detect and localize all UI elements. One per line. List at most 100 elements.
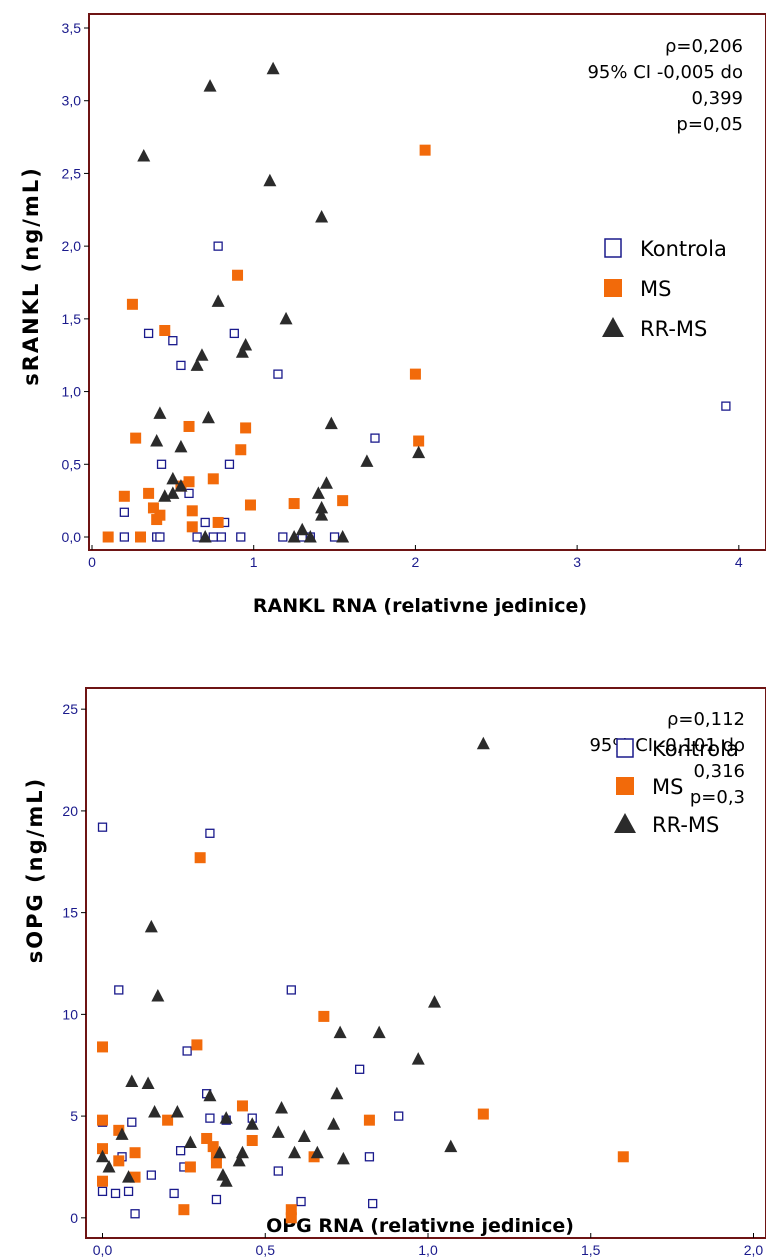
data-point <box>97 822 108 832</box>
data-point <box>285 1212 297 1224</box>
data-point <box>224 459 235 469</box>
data-point <box>278 532 288 542</box>
data-point <box>213 1145 227 1159</box>
data-point <box>213 241 223 251</box>
data-point <box>315 508 329 521</box>
data-point <box>122 1170 136 1183</box>
y-tick-label: 1,0 <box>62 384 82 400</box>
x-tick-label: 1,5 <box>581 1242 601 1257</box>
data-point <box>311 486 325 499</box>
data-point <box>617 1151 629 1163</box>
legend-label: RR-MS <box>652 813 719 837</box>
data-point <box>295 522 309 536</box>
data-point <box>219 1174 233 1187</box>
x-tick-label: 1,0 <box>418 1242 438 1257</box>
series-ms <box>97 852 629 1224</box>
legend-label: RR-MS <box>640 317 707 341</box>
data-point <box>155 532 165 542</box>
series-ms <box>102 144 431 543</box>
x-tick-label: 0,5 <box>256 1242 276 1257</box>
x-tick-label: 2 <box>412 554 420 570</box>
data-point <box>115 1127 129 1140</box>
x-tick-label: 0 <box>88 554 96 570</box>
data-point <box>191 1039 203 1051</box>
y-tick-label: 3,0 <box>62 93 82 109</box>
y-tick-label: 5 <box>70 1108 78 1124</box>
y-tick-label: 0,0 <box>62 529 82 545</box>
data-point <box>275 1100 289 1114</box>
data-point <box>296 1196 306 1207</box>
data-point <box>198 530 212 543</box>
y-tick-label: 2,5 <box>62 165 82 181</box>
data-point <box>153 406 167 419</box>
legend-label: Kontrola <box>652 737 739 761</box>
x-tick-label: 1 <box>250 554 258 570</box>
data-point <box>288 498 300 510</box>
y-axis-label: sRANKL (ng/mL) <box>19 166 43 386</box>
series-kontrola <box>119 241 731 542</box>
data-point <box>394 1111 404 1121</box>
data-point <box>235 345 249 358</box>
series-rr-ms <box>96 736 490 1187</box>
data-point <box>170 1105 184 1118</box>
data-point <box>273 1166 283 1176</box>
series-kontrola <box>97 822 404 1219</box>
data-point <box>143 487 155 499</box>
y-tick-label: 0 <box>70 1210 78 1226</box>
data-point <box>205 1113 215 1123</box>
data-point <box>166 471 180 485</box>
data-point <box>174 479 188 492</box>
data-point <box>244 499 256 511</box>
data-point <box>147 502 159 514</box>
data-point <box>372 1025 386 1039</box>
data-point <box>235 444 247 456</box>
data-point <box>229 328 239 339</box>
legend-label: MS <box>640 277 671 301</box>
data-point <box>97 1114 109 1126</box>
data-point <box>154 509 166 521</box>
data-point <box>166 486 180 499</box>
data-point <box>183 476 195 488</box>
data-point <box>118 490 130 502</box>
y-tick-label: 15 <box>62 905 78 921</box>
data-point <box>125 1074 139 1088</box>
data-point <box>175 1146 186 1156</box>
data-point <box>208 532 218 542</box>
y-tick-label: 0,5 <box>62 456 82 472</box>
plot-frame <box>85 687 766 1239</box>
data-point <box>194 852 206 864</box>
data-point <box>119 507 129 517</box>
data-point <box>192 532 202 542</box>
data-point <box>148 1105 162 1118</box>
legend-label: Kontrola <box>640 237 727 261</box>
data-point <box>412 445 426 459</box>
y-tick-label: 10 <box>62 1006 78 1022</box>
stats-annotation-line: p=0,05 <box>676 114 743 135</box>
legend-symbol-ms <box>616 777 634 795</box>
data-point <box>203 79 217 92</box>
data-point <box>190 358 204 371</box>
data-point <box>476 736 490 750</box>
data-point <box>263 173 277 187</box>
series-rr-ms <box>137 61 426 543</box>
data-point <box>232 269 244 281</box>
data-point <box>110 1188 121 1199</box>
data-point <box>287 530 301 543</box>
data-point <box>127 1117 137 1127</box>
legend-symbol-kontrola <box>616 738 634 758</box>
data-point <box>288 1145 302 1159</box>
data-point <box>129 1147 141 1159</box>
data-point <box>235 1145 249 1159</box>
scatter-chart-2: 0 5 10 15 20 25 0,0 0,5 1,0 1,5 2,0 sOPG (ng/mL) OPG… <box>23 687 766 1257</box>
data-point <box>195 348 209 361</box>
data-point <box>477 1108 489 1120</box>
data-point <box>363 1114 375 1126</box>
data-point <box>146 1170 156 1180</box>
data-point <box>330 1086 344 1100</box>
data-point <box>211 294 225 307</box>
data-point <box>327 1117 341 1130</box>
data-point <box>113 1124 125 1136</box>
data-point <box>178 1204 190 1216</box>
stats-annotation-line: 0,316 <box>693 761 745 782</box>
